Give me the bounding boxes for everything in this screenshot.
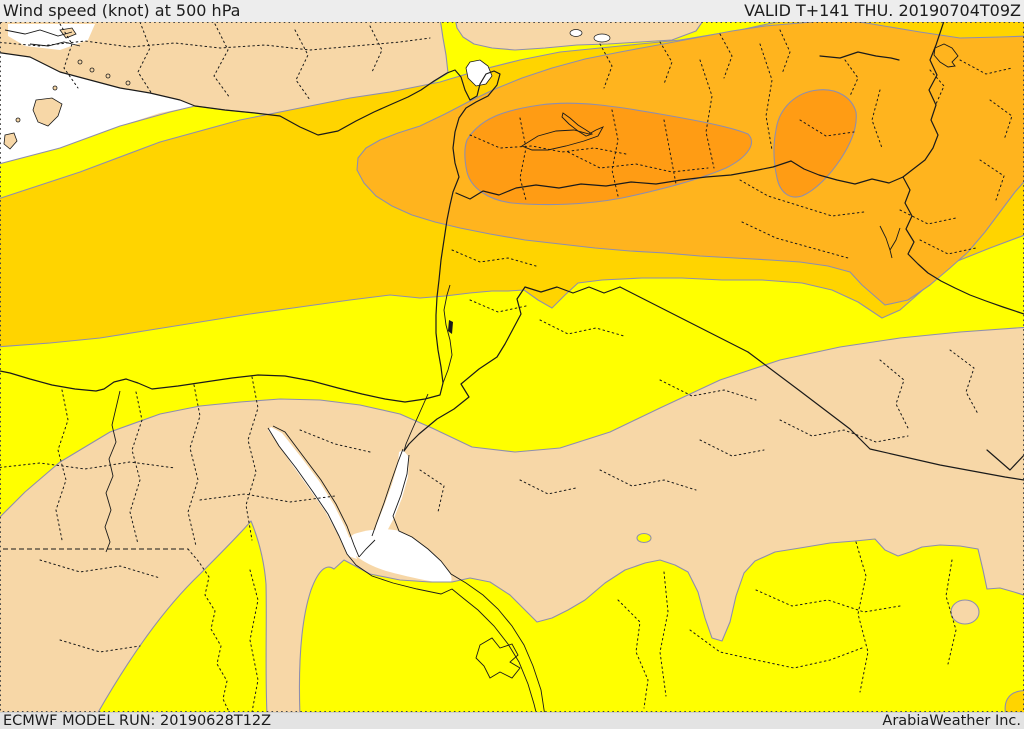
lake-tuz bbox=[465, 59, 493, 87]
border-jordan-saudi bbox=[403, 286, 621, 452]
lake-small-2 bbox=[593, 33, 611, 43]
lake-small-1 bbox=[569, 29, 583, 37]
border-saudi-iraq bbox=[747, 351, 1024, 481]
border-van-region bbox=[819, 51, 900, 61]
map-frame bbox=[0, 22, 1024, 712]
valid-time-label: VALID T+141 THU. 20190704T09Z bbox=[744, 1, 1021, 20]
border-turkey-syria bbox=[455, 160, 792, 200]
wind-band-orange bbox=[464, 89, 857, 206]
page-title: Wind speed (knot) at 500 hPa bbox=[3, 1, 241, 20]
cyprus-outline bbox=[521, 126, 605, 151]
border-iran-north bbox=[902, 22, 945, 178]
border-egypt-israel bbox=[403, 393, 429, 452]
model-run-label: ECMWF MODEL RUN: 20190628T12Z bbox=[3, 712, 272, 729]
lake-assad-outline bbox=[561, 112, 594, 137]
gold-blob-southeast bbox=[1004, 690, 1024, 712]
border-iraq-iran bbox=[902, 176, 1024, 315]
tan-hole bbox=[950, 599, 980, 625]
aegean-islands bbox=[3, 27, 131, 150]
lake-tharthar-outline bbox=[879, 225, 901, 259]
title-bar: Wind speed (knot) at 500 hPa VALID T+141… bbox=[0, 0, 1024, 22]
map-canvas bbox=[0, 22, 1024, 712]
nile-river bbox=[104, 390, 121, 553]
country-borders bbox=[0, 22, 1024, 550]
border-turkey-iraq bbox=[790, 160, 904, 185]
bosporus-squiggles bbox=[4, 29, 81, 47]
border-jordan-israel bbox=[442, 284, 453, 384]
small-yellow-contour bbox=[636, 532, 652, 544]
dead-sea bbox=[448, 320, 453, 334]
admin-boundaries bbox=[0, 22, 1013, 712]
credit-label: ArabiaWeather Inc. bbox=[882, 712, 1021, 729]
border-kuwait bbox=[986, 449, 1024, 471]
coastlines bbox=[0, 29, 605, 712]
footer-bar: ECMWF MODEL RUN: 20190628T12Z ArabiaWeat… bbox=[0, 712, 1024, 729]
lake-urmia-outline bbox=[933, 43, 959, 68]
border-syria-iraq bbox=[619, 286, 749, 353]
coastal-islets bbox=[475, 637, 521, 679]
wind-band-yellow-south bbox=[97, 520, 1024, 712]
lakes bbox=[465, 29, 959, 259]
